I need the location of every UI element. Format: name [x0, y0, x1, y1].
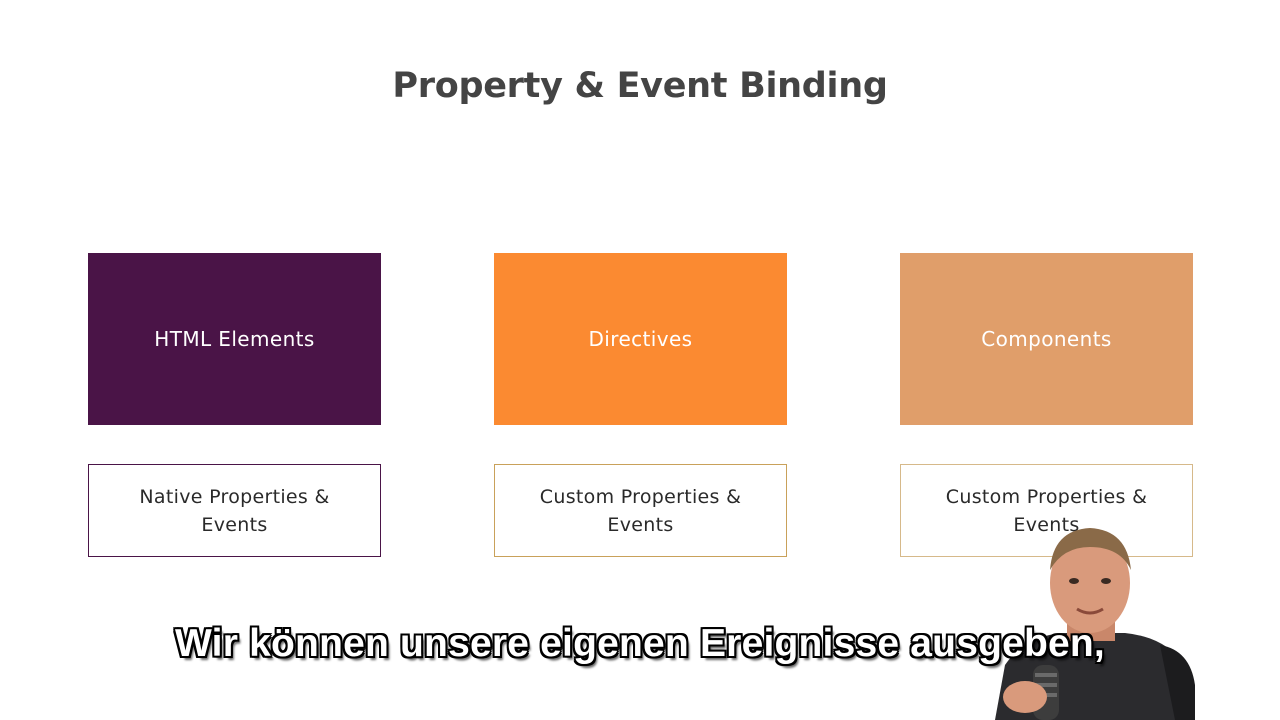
presenter-webcam-overlay — [995, 528, 1195, 720]
subtitle-caption: Wir können unsere eigenen Ereignisse aus… — [175, 622, 1105, 665]
slide-title: Property & Event Binding — [392, 66, 888, 106]
html-elements-description-text: Native Properties & Events — [139, 485, 330, 536]
components-description-text: Custom Properties & Events — [945, 485, 1148, 536]
directives-label: Directives — [588, 327, 693, 351]
html-elements-description: Native Properties & Events — [88, 464, 381, 557]
components-label: Components — [981, 327, 1112, 351]
components-box: Components — [900, 253, 1193, 425]
directives-box: Directives — [494, 253, 787, 425]
html-elements-box: HTML Elements — [88, 253, 381, 425]
components-description: Custom Properties & Events — [900, 464, 1193, 557]
html-elements-label: HTML Elements — [154, 327, 315, 351]
directives-description: Custom Properties & Events — [494, 464, 787, 557]
directives-description-text: Custom Properties & Events — [539, 485, 742, 536]
